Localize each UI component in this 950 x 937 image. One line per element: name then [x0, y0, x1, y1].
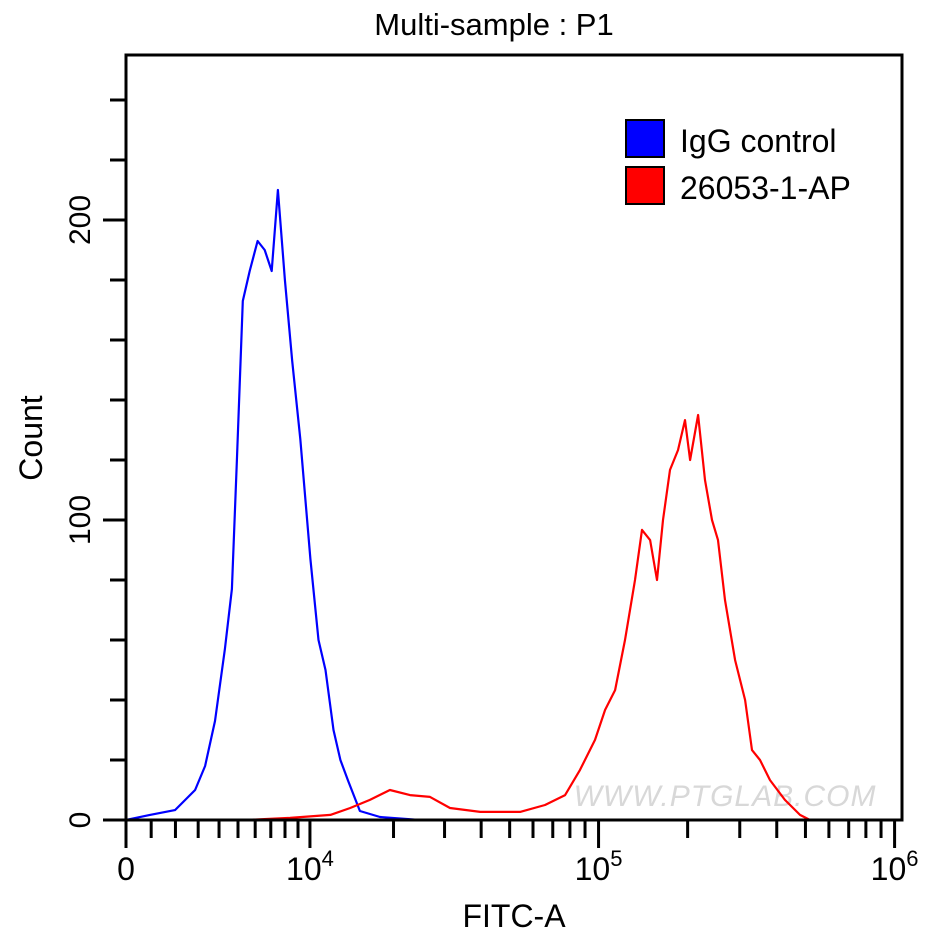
- series-group: [125, 188, 811, 822]
- plot-frame: [124, 53, 904, 822]
- series-line-1: [244, 413, 811, 822]
- x-axis-label: FITC-A: [462, 898, 566, 934]
- y-tick-label: 200: [64, 195, 97, 245]
- legend: IgG control 26053-1-AP: [625, 119, 851, 206]
- series-line-0: [125, 188, 421, 822]
- x-tick-label: 0: [117, 851, 135, 887]
- y-tick-label: 100: [64, 495, 97, 545]
- chart-title: Multi-sample : P1: [374, 7, 613, 42]
- legend-label-igg-control: IgG control: [680, 123, 837, 159]
- legend-swatch-26053-1-ap: [625, 166, 665, 205]
- y-axis-label: Count: [13, 395, 49, 481]
- axes-group: 0 100 200 0 104 105 106: [64, 98, 919, 887]
- y-tick-label: 0: [64, 812, 97, 829]
- legend-swatch-igg-control: [625, 119, 665, 158]
- x-tick-label: 106: [871, 846, 919, 887]
- x-tick-label: 105: [575, 846, 623, 887]
- legend-label-26053-1-ap: 26053-1-AP: [680, 170, 851, 206]
- x-tick-label: 104: [286, 846, 334, 887]
- watermark: WWW.PTGLAB.COM: [574, 780, 877, 813]
